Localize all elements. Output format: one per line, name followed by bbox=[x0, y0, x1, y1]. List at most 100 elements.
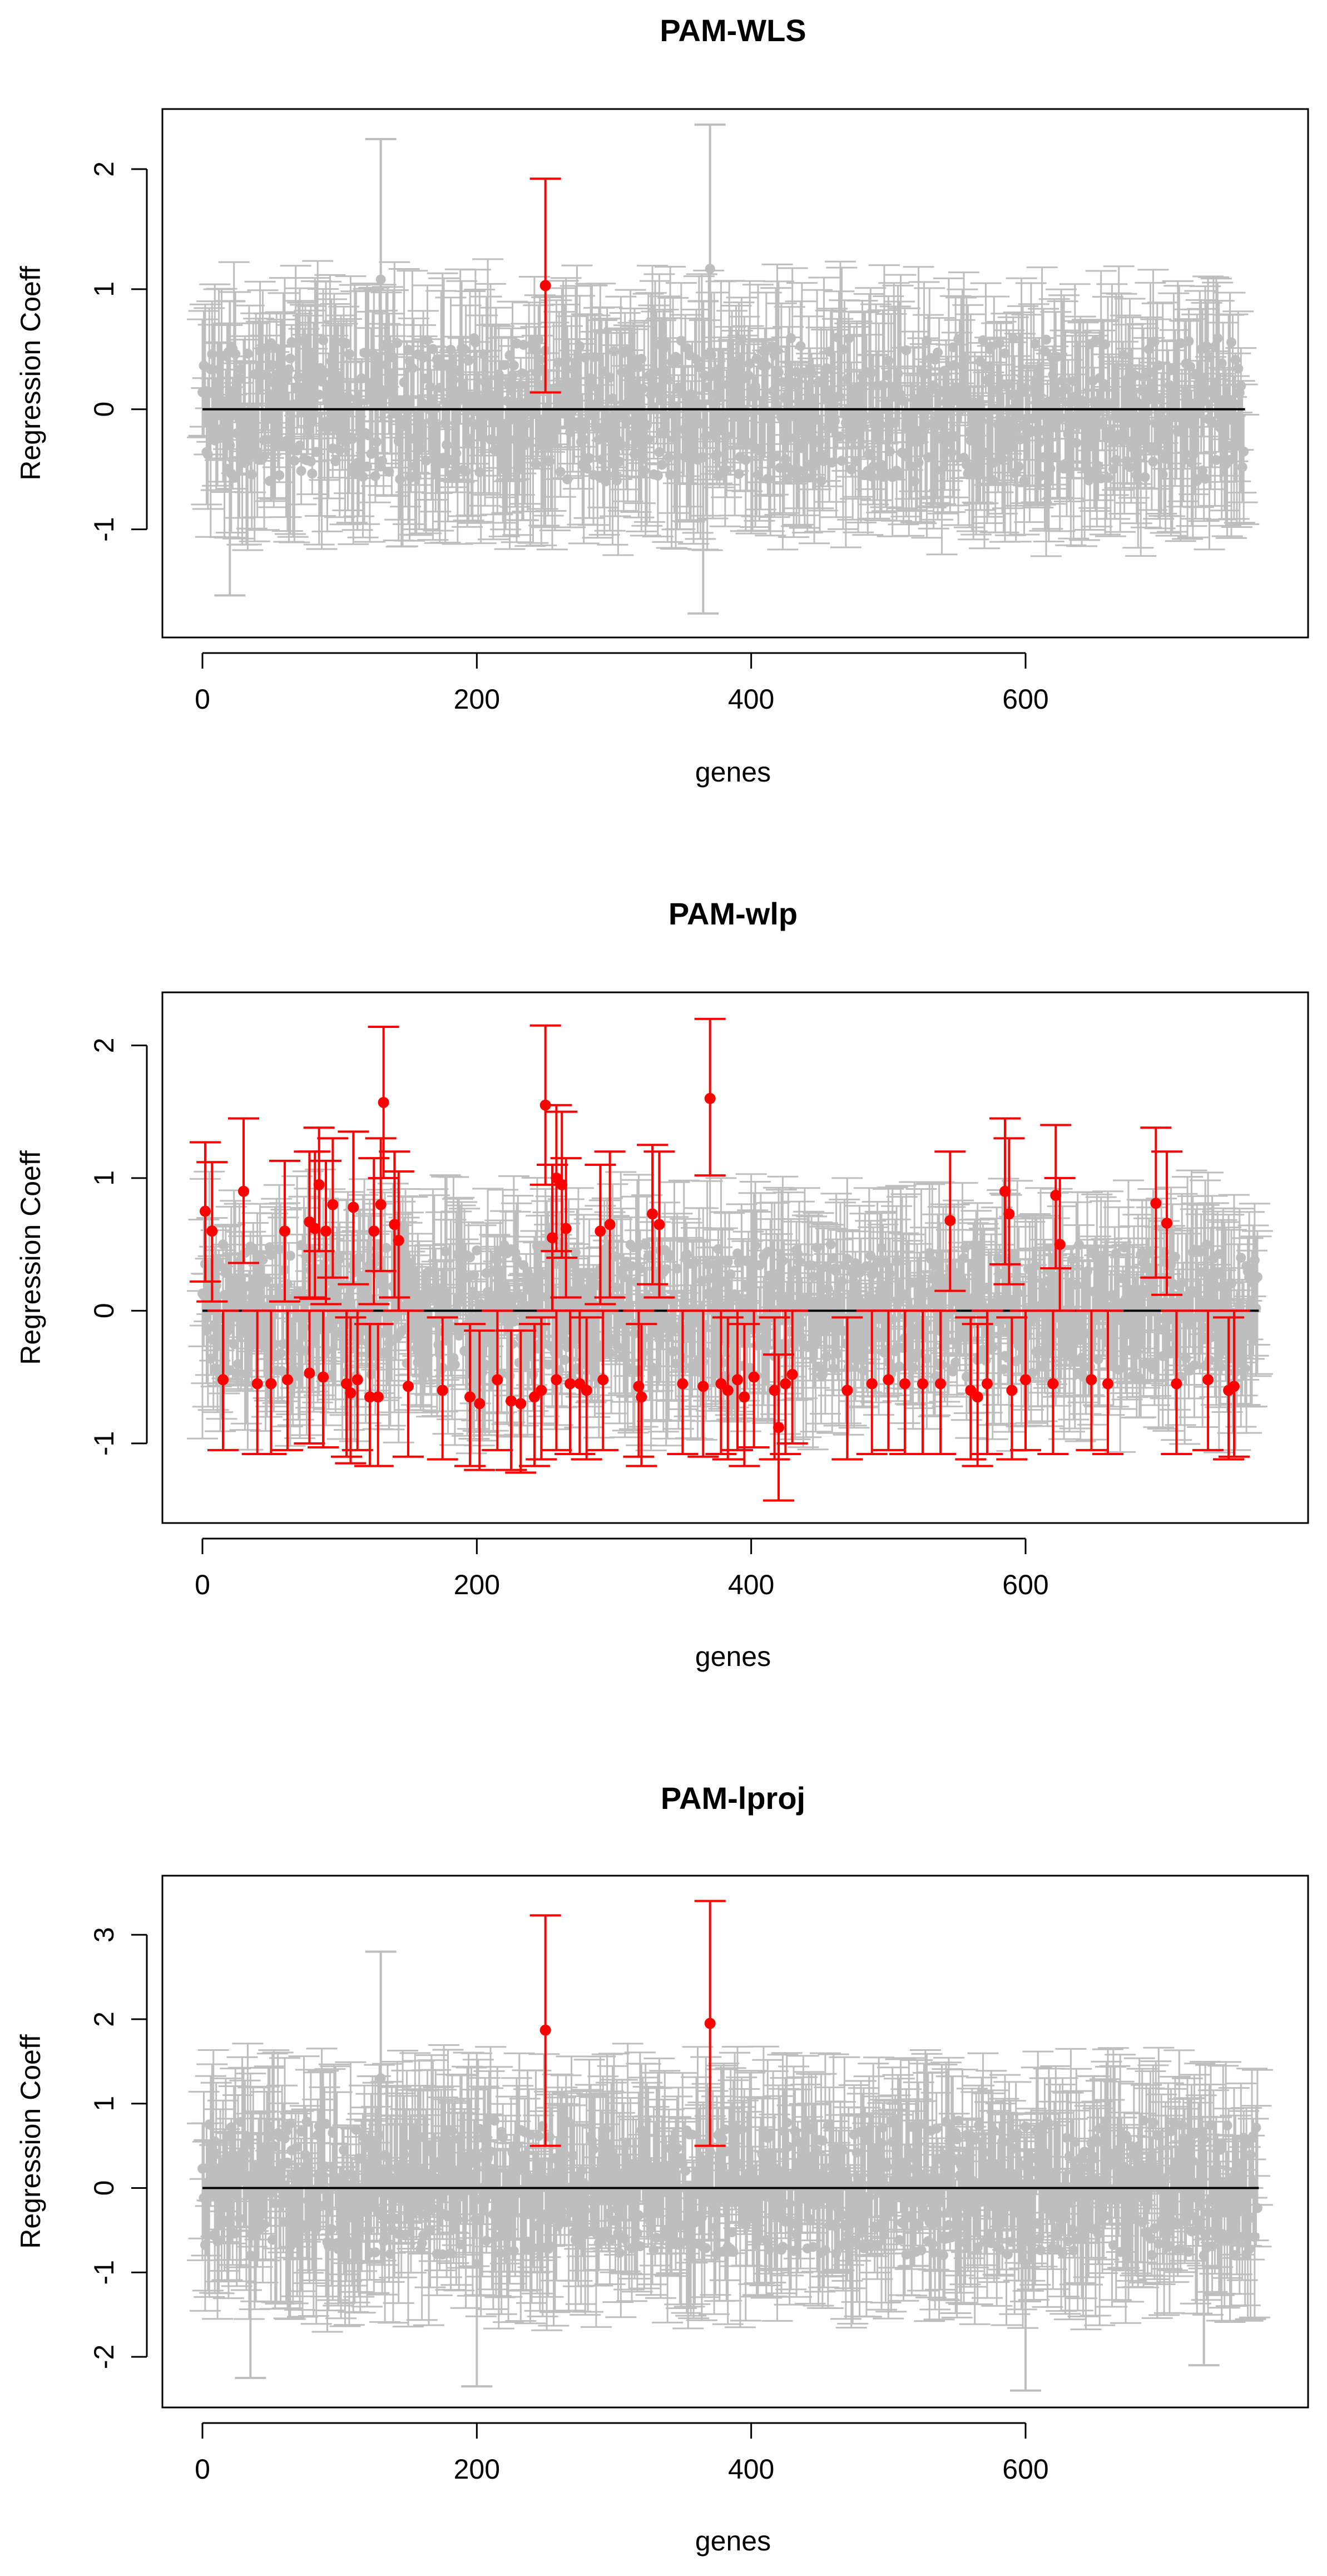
background-point bbox=[346, 2238, 357, 2248]
background-point bbox=[299, 2170, 309, 2181]
background-point bbox=[856, 2228, 866, 2238]
background-point bbox=[534, 354, 545, 365]
background-point bbox=[454, 366, 464, 377]
background-point bbox=[637, 2153, 648, 2164]
background-point bbox=[706, 350, 717, 360]
background-point bbox=[1111, 454, 1121, 465]
background-point bbox=[938, 2250, 948, 2261]
background-point bbox=[808, 2242, 818, 2252]
background-point bbox=[846, 464, 856, 474]
background-point bbox=[231, 1368, 242, 1378]
background-point bbox=[937, 386, 947, 397]
significant-point bbox=[536, 1385, 547, 1396]
background-point bbox=[292, 1371, 303, 1381]
plot-frame bbox=[161, 1875, 1309, 2409]
background-point bbox=[501, 423, 511, 433]
background-point bbox=[339, 2145, 349, 2155]
background-point bbox=[1009, 2143, 1020, 2154]
background-point bbox=[218, 1239, 228, 1250]
background-point bbox=[618, 2168, 629, 2178]
background-point bbox=[210, 435, 220, 446]
background-point bbox=[771, 451, 781, 462]
background-point bbox=[1144, 344, 1154, 354]
background-point bbox=[443, 360, 453, 370]
background-point bbox=[1000, 348, 1010, 359]
background-point bbox=[823, 2120, 833, 2131]
background-point bbox=[367, 348, 378, 358]
background-point bbox=[244, 1303, 254, 1314]
background-point bbox=[956, 1287, 967, 1298]
background-point bbox=[953, 2115, 964, 2126]
background-point bbox=[1068, 375, 1079, 386]
background-point bbox=[275, 1348, 286, 1358]
background-point bbox=[933, 2208, 943, 2219]
significant-point bbox=[883, 1374, 894, 1386]
background-point bbox=[1053, 2224, 1064, 2234]
background-point bbox=[264, 476, 275, 486]
background-point bbox=[1166, 2126, 1176, 2137]
background-point bbox=[943, 2219, 954, 2230]
background-point bbox=[632, 1242, 642, 1253]
background-point bbox=[776, 412, 786, 423]
background-point bbox=[210, 2136, 220, 2147]
background-point bbox=[1206, 2120, 1216, 2130]
background-point bbox=[654, 447, 665, 457]
background-point bbox=[957, 2221, 968, 2231]
x-tick-label: 0 bbox=[195, 2454, 210, 2485]
background-point bbox=[517, 368, 527, 379]
background-point bbox=[308, 409, 319, 419]
background-point bbox=[1160, 2173, 1171, 2183]
background-point bbox=[787, 2218, 798, 2229]
background-point bbox=[434, 383, 445, 393]
background-point bbox=[356, 373, 367, 384]
background-point bbox=[311, 447, 321, 457]
background-point bbox=[1051, 452, 1061, 463]
background-point bbox=[768, 1291, 779, 1301]
background-point bbox=[298, 335, 308, 346]
background-point bbox=[964, 1321, 974, 1331]
significant-point bbox=[653, 1219, 665, 1230]
y-axis: -1 0 1 2 bbox=[88, 1037, 148, 1456]
background-point bbox=[968, 397, 979, 407]
background-point bbox=[1112, 1315, 1123, 1326]
significant-point bbox=[748, 1371, 760, 1383]
background-point bbox=[1015, 434, 1026, 444]
background-point bbox=[1002, 379, 1013, 389]
background-point bbox=[1145, 1247, 1156, 1258]
background-point bbox=[601, 2124, 611, 2134]
background-point bbox=[1210, 342, 1220, 352]
background-point bbox=[314, 389, 324, 400]
background-point bbox=[945, 2206, 955, 2217]
significant-point bbox=[368, 1225, 380, 1237]
background-point bbox=[422, 2170, 433, 2181]
background-point bbox=[354, 1252, 364, 1263]
background-point bbox=[613, 1342, 623, 1352]
background-point bbox=[819, 456, 829, 466]
background-point bbox=[442, 2210, 452, 2221]
background-point bbox=[1045, 463, 1056, 474]
background-point bbox=[853, 1317, 864, 1328]
background-point bbox=[414, 1295, 424, 1306]
background-point bbox=[1155, 1301, 1165, 1312]
background-point bbox=[254, 1275, 264, 1286]
background-point bbox=[258, 2168, 268, 2179]
background-point bbox=[828, 1363, 839, 1374]
background-point bbox=[212, 2236, 223, 2247]
background-point bbox=[890, 418, 900, 428]
background-point bbox=[812, 1242, 823, 1253]
background-point bbox=[815, 436, 825, 446]
x-axis-label: genes bbox=[695, 1641, 771, 1672]
background-point bbox=[1042, 1276, 1053, 1287]
background-point bbox=[548, 1259, 559, 1269]
background-point bbox=[691, 354, 701, 365]
background-point bbox=[1167, 2165, 1177, 2176]
background-point bbox=[734, 469, 744, 479]
background-point bbox=[1196, 1267, 1206, 1277]
background-point bbox=[908, 2153, 918, 2163]
background-point bbox=[443, 2150, 453, 2160]
background-point bbox=[1155, 394, 1165, 404]
background-point bbox=[207, 1334, 217, 1344]
background-point bbox=[760, 1332, 770, 1342]
background-point bbox=[326, 2224, 336, 2234]
background-point bbox=[827, 1253, 838, 1263]
